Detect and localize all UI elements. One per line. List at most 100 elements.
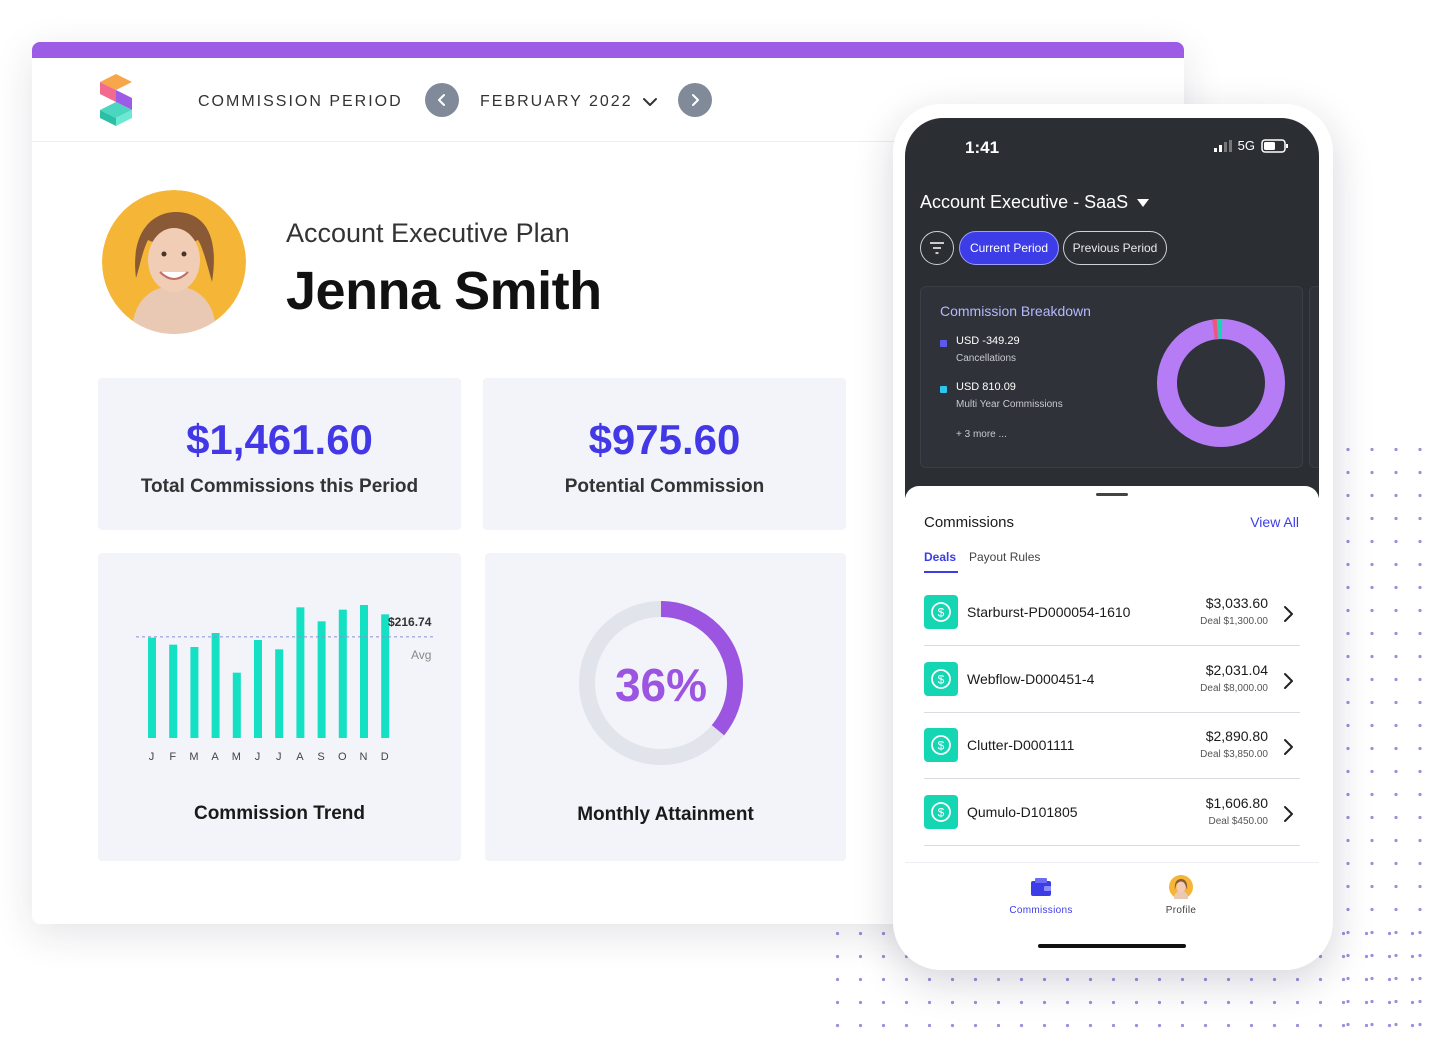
network-label: 5G bbox=[1237, 138, 1255, 153]
trend-month-label: M bbox=[232, 751, 242, 763]
deal-name: Webflow-D000451-4 bbox=[967, 670, 1095, 687]
legend-value: USD 810.09 bbox=[956, 381, 1016, 393]
next-period-button[interactable] bbox=[678, 83, 712, 117]
period-value: FEBRUARY 2022 bbox=[480, 93, 633, 110]
trend-bar bbox=[296, 607, 305, 738]
trend-average-label: Avg bbox=[411, 648, 431, 662]
commission-trend-title: Commission Trend bbox=[193, 803, 366, 824]
trend-month-label: M bbox=[189, 751, 199, 763]
legend-swatch bbox=[940, 340, 947, 347]
attainment-ring bbox=[579, 601, 743, 765]
avatar bbox=[102, 190, 246, 334]
nav-tab-commissions[interactable]: Commissions bbox=[986, 875, 1096, 916]
app-logo-icon bbox=[100, 74, 132, 126]
deal-row[interactable]: $ Qumulo-D101805 $1,606.80 Deal $450.00 bbox=[924, 780, 1300, 846]
total-commissions-card: $1,461.60 Total Commissions this Period bbox=[98, 378, 461, 530]
trend-month-label: A bbox=[211, 751, 219, 763]
deal-value: Deal $450.00 bbox=[1208, 815, 1269, 827]
previous-period-pill[interactable]: Previous Period bbox=[1063, 231, 1167, 265]
chevron-left-icon bbox=[438, 94, 445, 106]
trend-month-label: F bbox=[169, 751, 177, 763]
tab-active-indicator bbox=[924, 571, 958, 573]
legend-value: USD -349.29 bbox=[956, 335, 1020, 347]
status-icons: 5G bbox=[1213, 138, 1289, 153]
chevron-right-icon bbox=[1284, 606, 1293, 622]
attainment-percent: 36% bbox=[614, 659, 708, 711]
attainment-arc bbox=[579, 601, 743, 765]
signal-icon bbox=[1213, 139, 1232, 152]
dollar-coin-icon: $ bbox=[924, 794, 958, 829]
trend-bar bbox=[232, 672, 241, 738]
tab-deals[interactable]: Deals bbox=[924, 550, 957, 564]
legend-more-link[interactable]: + 3 more ... bbox=[956, 429, 1007, 440]
total-commissions-value: $1,461.60 bbox=[186, 416, 373, 463]
deal-commission-amount: $2,031.04 bbox=[1205, 661, 1268, 678]
potential-commission-card: $975.60 Potential Commission bbox=[483, 378, 846, 530]
potential-commission-label: Potential Commission bbox=[564, 476, 765, 497]
nav-label-commissions: Commissions bbox=[1009, 905, 1073, 916]
trend-month-label: A bbox=[296, 751, 304, 763]
bottom-navigation: Commissions Profile bbox=[905, 862, 1319, 958]
commission-trend-panel: J F M A M J J A S O N D $216.74 Avg Commission Trend bbox=[98, 553, 461, 861]
commission-breakdown-card[interactable]: Commission Breakdown USD -349.29 Cancell… bbox=[920, 286, 1303, 468]
trend-bar bbox=[360, 605, 368, 738]
trend-month-label: D bbox=[381, 751, 390, 763]
user-photo-icon bbox=[102, 190, 246, 334]
view-all-link[interactable]: View All bbox=[1250, 514, 1299, 530]
deal-name: Qumulo-D101805 bbox=[967, 803, 1078, 820]
breakdown-title: Commission Breakdown bbox=[940, 303, 1091, 319]
trend-bar bbox=[169, 644, 178, 738]
deal-commission-amount: $1,606.80 bbox=[1205, 794, 1268, 811]
chevron-right-icon bbox=[692, 94, 699, 106]
deal-name: Clutter-D0001111 bbox=[967, 737, 1075, 753]
dollar-coin-icon: $ bbox=[924, 661, 958, 696]
mobile-header-area: 1:41 5G Account Executive - SaaS bbox=[905, 118, 1319, 498]
deal-commission-amount: $2,890.80 bbox=[1205, 728, 1268, 744]
deal-row[interactable]: $ Webflow-D000451-4 $2,031.04 Deal $8,000.0… bbox=[924, 647, 1300, 713]
tab-payout-rules[interactable]: Payout Rules bbox=[969, 550, 1041, 564]
trend-month-label: S bbox=[317, 751, 325, 763]
battery-icon bbox=[1261, 138, 1288, 153]
deal-value: Deal $8,000.00 bbox=[1200, 682, 1268, 694]
next-card-peek bbox=[1309, 286, 1319, 468]
current-period-pill[interactable]: Current Period bbox=[959, 231, 1059, 265]
mobile-device: 1:41 5G Account Executive - SaaS bbox=[893, 104, 1333, 970]
filter-button[interactable] bbox=[920, 231, 954, 265]
trend-bar bbox=[190, 647, 199, 738]
top-accent-bar bbox=[32, 42, 1184, 58]
trend-month-label: N bbox=[360, 751, 369, 763]
home-indicator bbox=[1038, 944, 1186, 948]
chevron-right-icon bbox=[1284, 672, 1293, 689]
trend-month-label: J bbox=[149, 751, 156, 763]
user-name: Jenna Smith bbox=[286, 261, 602, 321]
total-commissions-label: Total Commissions this Period bbox=[140, 476, 419, 497]
svg-text:$: $ bbox=[938, 606, 945, 620]
chevron-down-icon[interactable] bbox=[640, 94, 660, 110]
legend-swatch bbox=[940, 386, 947, 393]
profile-avatar-icon bbox=[1169, 875, 1193, 899]
chevron-right-icon bbox=[1284, 739, 1293, 755]
status-time: 1:41 bbox=[965, 138, 1000, 157]
potential-commission-value: $975.60 bbox=[588, 416, 741, 463]
breakdown-donut-chart bbox=[1157, 319, 1285, 447]
deal-row[interactable]: $ Clutter-D0001111 $2,890.80 Deal $3,850.00 bbox=[924, 713, 1300, 779]
nav-tab-profile[interactable]: Profile bbox=[1126, 875, 1236, 916]
chevron-right-icon bbox=[1284, 805, 1293, 822]
deal-row[interactable]: $ Starburst-PD000054-1610 $3,033.60 Deal $1… bbox=[924, 580, 1300, 646]
trend-month-label: J bbox=[276, 751, 283, 763]
sheet-grabber[interactable] bbox=[1096, 493, 1128, 496]
svg-text:$: $ bbox=[938, 739, 945, 753]
caret-down-icon bbox=[1137, 198, 1150, 207]
deal-value: Deal $3,850.00 bbox=[1200, 749, 1268, 760]
role-selector[interactable]: Account Executive - SaaS bbox=[920, 192, 1150, 213]
mobile-screen: 1:41 5G Account Executive - SaaS bbox=[905, 118, 1319, 958]
trend-bar bbox=[275, 649, 284, 738]
trend-bar bbox=[148, 637, 156, 738]
monthly-attainment-title: Monthly Attainment bbox=[577, 804, 754, 825]
trend-bar bbox=[338, 609, 347, 738]
deal-commission-amount: $3,033.60 bbox=[1205, 595, 1268, 611]
dollar-coin-icon: $ bbox=[924, 595, 958, 629]
svg-text:$: $ bbox=[938, 672, 945, 686]
previous-period-button[interactable] bbox=[425, 83, 459, 117]
